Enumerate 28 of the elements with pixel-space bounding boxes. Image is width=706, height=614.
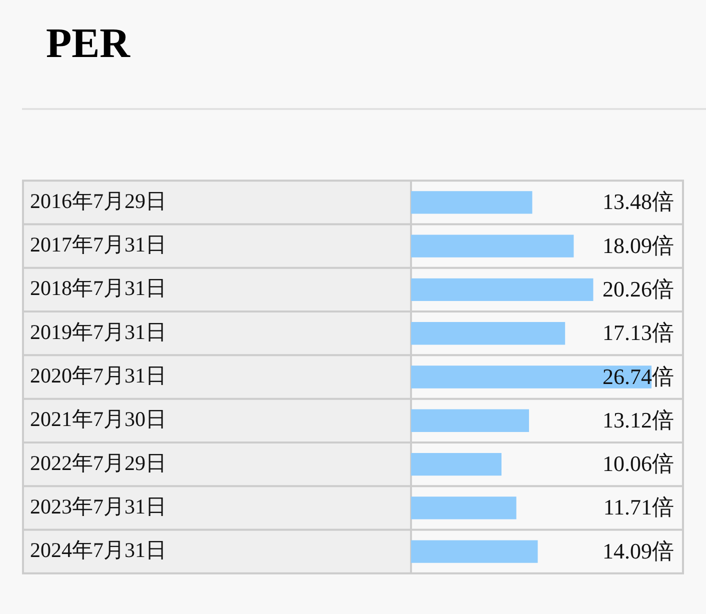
data-label: 26.74倍 — [602, 364, 674, 389]
y-tick-label: 2020年7月31日 — [30, 364, 166, 388]
y-tick-label: 2022年7月29日 — [30, 450, 166, 475]
bar — [411, 496, 516, 520]
bar — [411, 322, 566, 345]
bar — [411, 278, 594, 302]
chart-title: PER — [46, 20, 130, 68]
y-tick-label: 2017年7月31日 — [30, 232, 166, 257]
y-tick-label: 2024年7月31日 — [30, 538, 166, 562]
bar — [411, 191, 532, 214]
data-label: 18.09倍 — [602, 232, 674, 258]
bar — [411, 409, 530, 432]
data-label: 13.48倍 — [602, 189, 674, 214]
bar — [411, 234, 574, 258]
y-tick-label: 2018年7月31日 — [30, 276, 166, 300]
data-label: 14.09倍 — [602, 538, 674, 564]
y-tick-label: 2021年7月30日 — [30, 407, 166, 432]
y-tick-label: 2016年7月29日 — [30, 188, 166, 213]
y-tick-label: 2019年7月31日 — [30, 320, 166, 344]
bar — [411, 452, 502, 476]
bar — [411, 366, 652, 388]
data-label: 13.12倍 — [602, 407, 674, 432]
data-label: 20.26倍 — [602, 276, 674, 302]
data-label: 17.13倍 — [602, 320, 674, 346]
bar — [411, 540, 538, 563]
data-label: 10.06倍 — [602, 451, 674, 476]
data-label: 11.71倍 — [603, 494, 674, 520]
y-tick-label: 2023年7月31日 — [30, 494, 166, 518]
